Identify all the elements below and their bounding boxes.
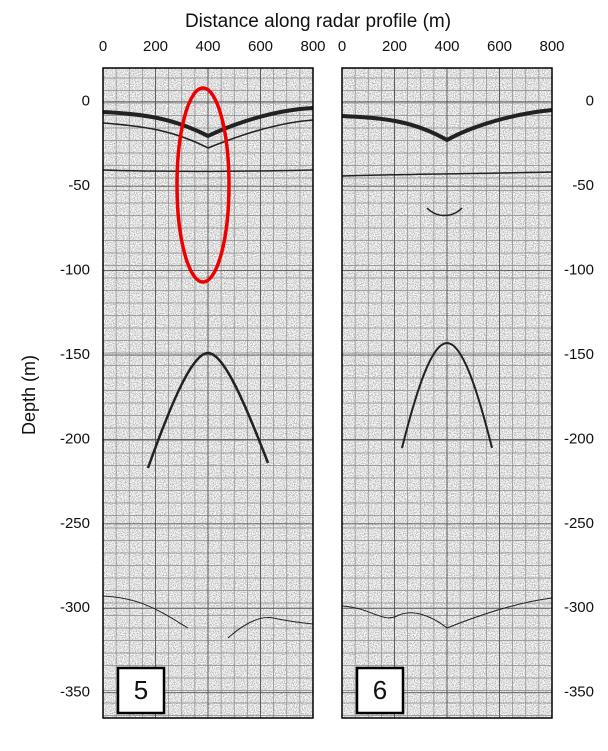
y-tick-label: -300 [564, 599, 594, 616]
y-tick-label: -200 [60, 430, 90, 447]
y-tick-label: -350 [60, 684, 90, 701]
panel-label-box [355, 666, 405, 715]
panel-label: 6 [373, 675, 387, 705]
y-tick-label: -50 [572, 177, 594, 194]
y-tick-label: -250 [60, 515, 90, 532]
y-tick-label: -150 [564, 346, 594, 363]
y-tick-label: -50 [68, 177, 90, 194]
plot-frame [102, 67, 314, 719]
x-tick-label: 200 [382, 38, 407, 55]
y-tick-label: -250 [564, 515, 594, 532]
highlight-ellipse [175, 86, 231, 284]
x-tick-label: 600 [248, 38, 273, 55]
x-tick-label: 0 [338, 38, 346, 55]
y-tick-label: -100 [60, 262, 90, 279]
y-tick-label: -100 [564, 262, 594, 279]
panel-label-box [116, 666, 166, 715]
y-tick-label: -300 [60, 599, 90, 616]
panel: 0 200 400 600 800 0 -50 -100 -150 -200 -250 -300 -35… [60, 38, 326, 719]
x-tick-label: 400 [195, 38, 220, 55]
panel-label: 5 [134, 675, 148, 705]
x-tick-label: 0 [99, 38, 107, 55]
y-tick-label: -350 [564, 684, 594, 701]
x-tick-label: 200 [143, 38, 168, 55]
plot-frame [341, 67, 553, 719]
chart-title: Distance along radar profile (m) [185, 11, 451, 32]
y-tick-label: -200 [564, 430, 594, 447]
x-tick-label: 800 [539, 38, 564, 55]
x-tick-label: 400 [434, 38, 459, 55]
panels: 0 200 400 600 8000-50-100-150-200-250-300-35… [60, 38, 594, 719]
y-axis-label: Depth (m) [19, 355, 39, 435]
y-tick-label: 0 [82, 93, 90, 110]
x-tick-label: 800 [300, 38, 325, 55]
y-tick-label: -150 [60, 346, 90, 363]
panel: 0 200 400 600 800 0 -50 -100 -150 -200 -250 -300 -35… [338, 38, 594, 719]
x-tick-label: 600 [487, 38, 512, 55]
y-tick-label: 0 [586, 93, 594, 110]
